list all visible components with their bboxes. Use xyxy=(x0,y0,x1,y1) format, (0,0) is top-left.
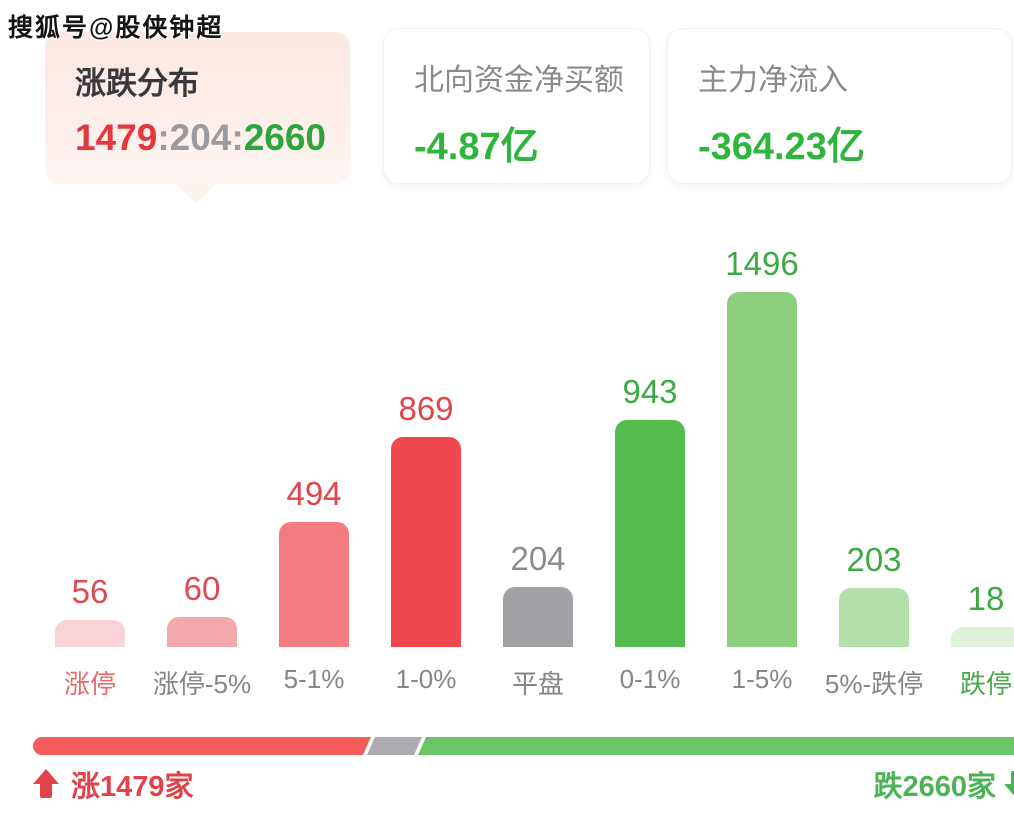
bar-value: 203 xyxy=(846,541,902,578)
northbound-value: -4.87亿 xyxy=(414,126,539,168)
flat-count: 204 xyxy=(169,117,232,158)
bar-group-5[interactable]: 204 xyxy=(503,540,573,647)
breadth-progress-bar xyxy=(33,737,1014,755)
breadth-flat-segment xyxy=(367,737,422,755)
bar-label: 1-0% xyxy=(395,664,457,694)
watermark: 搜狐号@股侠钟超 xyxy=(8,14,224,42)
bar-value: 60 xyxy=(183,570,221,607)
bar-label: 涨停-5% xyxy=(152,669,252,699)
bar-group-2[interactable]: 60 xyxy=(167,570,237,647)
separator: : xyxy=(157,117,170,158)
bar-value: 18 xyxy=(967,580,1005,617)
bar-group-6[interactable]: 943 xyxy=(615,373,685,647)
bar-label: 5-1% xyxy=(283,664,345,694)
bar-label: 5%-跌停 xyxy=(824,669,924,699)
bar-label: 跌停 xyxy=(959,669,1012,699)
bar xyxy=(615,420,685,647)
bar xyxy=(951,627,1014,647)
main-inflow-value: -364.23亿 xyxy=(698,126,865,168)
up-count: 1479 xyxy=(75,117,158,158)
advancers-summary: 涨1479家 xyxy=(33,763,194,805)
bar-group-7[interactable]: 1496 xyxy=(725,245,799,647)
separator: : xyxy=(231,117,244,158)
bar-label: 0-1% xyxy=(619,664,681,694)
bar-group-8[interactable]: 203 xyxy=(839,541,909,647)
bar-value: 943 xyxy=(622,373,678,410)
distribution-ratio: 1479:204:2660 xyxy=(75,117,350,159)
card-northbound-funds[interactable]: 北向资金净买额 -4.87亿 xyxy=(383,28,650,184)
bar xyxy=(727,292,797,647)
bar-value: 204 xyxy=(510,540,566,577)
bar-value: 494 xyxy=(286,475,342,512)
bar xyxy=(279,522,349,647)
bar xyxy=(839,588,909,647)
card-main-inflow[interactable]: 主力净流入 -364.23亿 xyxy=(667,28,1012,184)
card-price-distribution[interactable]: 涨跌分布 1479:204:2660 xyxy=(45,32,350,203)
bar xyxy=(55,620,125,647)
bar-value: 869 xyxy=(398,390,454,427)
bar-value: 56 xyxy=(71,573,109,610)
decliners-summary: 跌2660家 xyxy=(873,763,1014,805)
advancers-label: 涨1479家 xyxy=(71,771,194,803)
card-title: 主力净流入 xyxy=(698,64,848,97)
bar-label: 1-5% xyxy=(731,664,793,694)
bar xyxy=(167,617,237,647)
decliners-label: 跌2660家 xyxy=(873,771,996,803)
bar xyxy=(391,437,461,647)
breadth-down-segment xyxy=(418,737,1014,755)
bar-label: 涨停 xyxy=(63,669,116,699)
bar-group-1[interactable]: 56 xyxy=(55,573,125,647)
bar-group-9[interactable]: 18 xyxy=(951,580,1014,647)
down-arrow-icon xyxy=(1004,769,1014,799)
up-arrow-icon xyxy=(33,769,59,799)
bar-label: 平盘 xyxy=(511,669,564,699)
card-title: 北向资金净买额 xyxy=(414,64,624,97)
down-count: 2660 xyxy=(243,117,327,158)
card-title: 涨跌分布 xyxy=(75,66,199,101)
bar-value: 1496 xyxy=(725,245,799,282)
breadth-up-segment xyxy=(33,737,371,755)
bar-group-3[interactable]: 494 xyxy=(279,475,349,647)
bar xyxy=(503,587,573,647)
bar-group-4[interactable]: 869 xyxy=(391,390,461,647)
